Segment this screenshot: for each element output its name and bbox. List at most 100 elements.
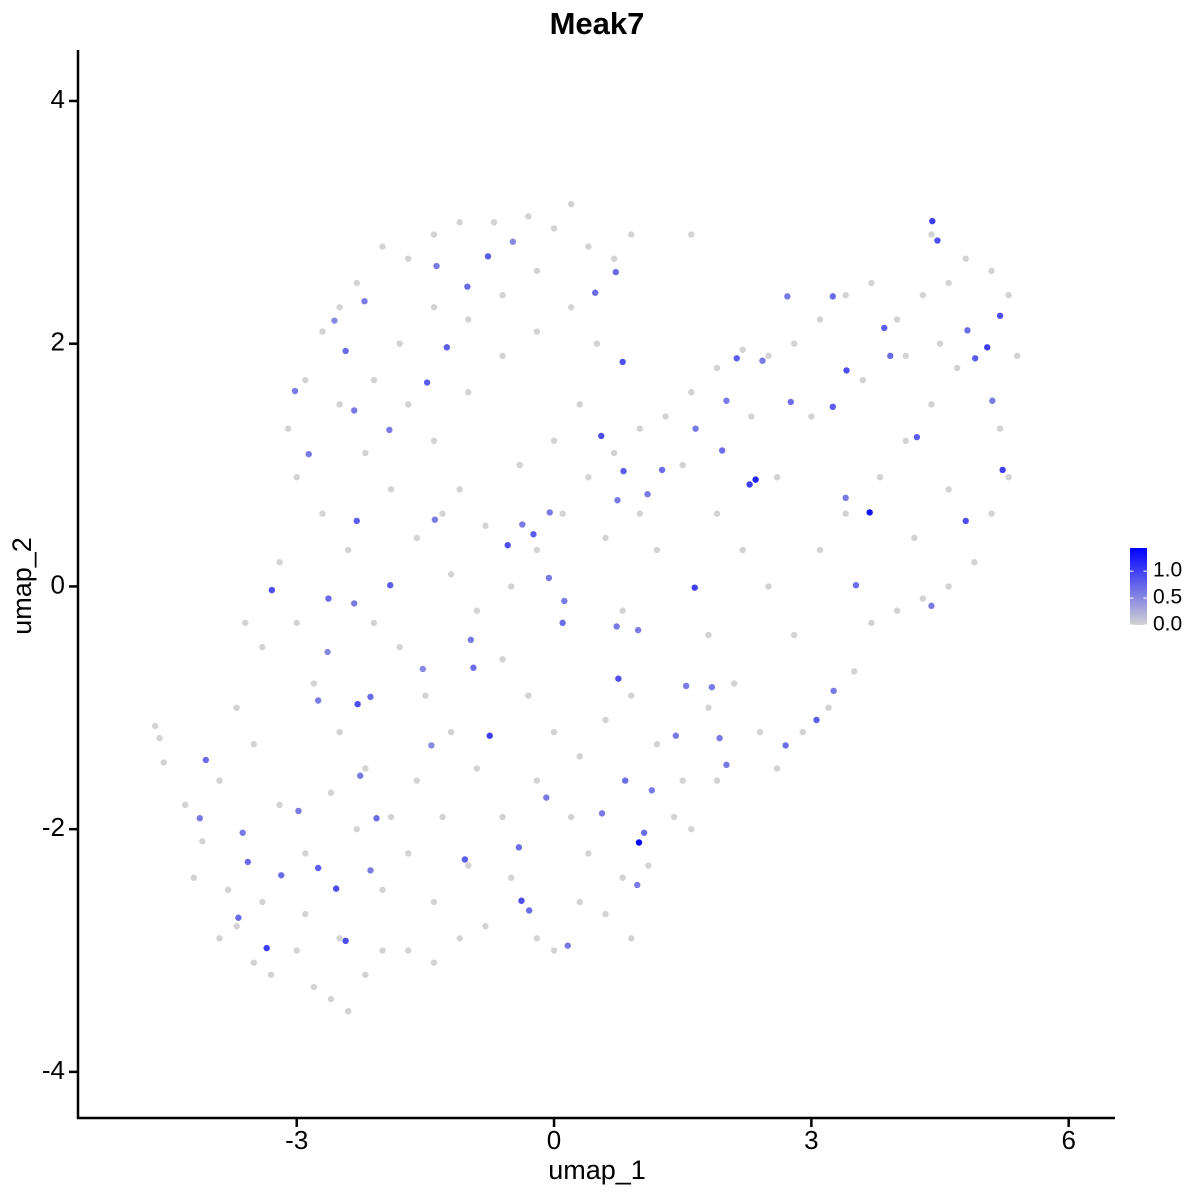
cell-point — [708, 683, 716, 691]
cell-point — [509, 238, 517, 245]
cell-point — [370, 619, 378, 627]
cell-point — [350, 407, 358, 414]
cell-point — [233, 704, 240, 711]
cell-point — [550, 947, 558, 954]
cell-point — [156, 734, 163, 742]
cell-point — [310, 983, 318, 991]
cell-point — [331, 317, 338, 324]
cell-point — [971, 355, 979, 362]
cell-point — [773, 765, 781, 772]
cell-point — [470, 664, 477, 671]
cell-point — [387, 813, 395, 821]
cell-point — [945, 486, 952, 493]
cell-point — [525, 907, 533, 914]
cell-point — [962, 255, 969, 262]
cell-point — [336, 935, 343, 942]
cell-point — [808, 413, 815, 420]
x-tick-label: 6 — [1061, 1125, 1075, 1155]
cell-point — [999, 466, 1006, 474]
cell-point — [428, 742, 435, 749]
cell-point — [276, 558, 283, 566]
cell-point — [829, 293, 837, 300]
cell-point — [614, 497, 621, 504]
cell-point — [989, 397, 996, 404]
cell-point — [342, 347, 349, 355]
cell-point — [419, 665, 427, 673]
cell-point — [268, 586, 276, 594]
cell-point — [919, 291, 927, 299]
cell-point — [902, 352, 909, 360]
cell-point — [868, 619, 875, 627]
cell-point — [464, 283, 471, 290]
cell-point — [182, 801, 189, 809]
cell-point — [913, 433, 921, 441]
cell-point — [688, 389, 695, 396]
cell-point — [830, 687, 837, 694]
cell-point — [525, 692, 532, 699]
cell-point — [370, 376, 378, 384]
y-tick-label: -4 — [42, 1055, 65, 1085]
cell-point — [324, 648, 331, 656]
cell-point — [284, 425, 292, 432]
cell-point — [367, 867, 374, 874]
cell-point — [561, 597, 568, 605]
cell-point — [259, 643, 266, 651]
cell-point — [244, 858, 252, 866]
cell-point — [919, 595, 927, 602]
cell-point — [759, 357, 766, 364]
cell-point — [787, 398, 794, 406]
cell-point — [893, 316, 901, 323]
cell-point — [235, 914, 242, 921]
cell-point — [688, 825, 695, 833]
cell-point — [718, 447, 726, 454]
cell-point — [373, 815, 380, 822]
cell-point — [1014, 352, 1021, 360]
cell-point — [278, 872, 285, 879]
cell-point — [405, 850, 412, 857]
cell-point — [533, 267, 541, 275]
cell-point — [202, 756, 210, 764]
cell-point — [276, 801, 283, 809]
cell-point — [640, 829, 648, 836]
cell-point — [482, 923, 489, 930]
cell-point — [559, 510, 566, 517]
cell-point — [653, 741, 661, 748]
cell-point — [379, 947, 386, 954]
cell-point — [567, 200, 575, 208]
cell-point — [302, 376, 309, 384]
cell-point — [465, 316, 472, 323]
cell-point — [233, 923, 240, 930]
cell-point — [443, 344, 451, 351]
cell-point — [546, 509, 553, 516]
cell-point — [670, 813, 678, 821]
cell-point — [362, 449, 369, 457]
cell-point — [679, 461, 686, 469]
cell-point — [353, 279, 360, 287]
cell-point — [610, 255, 618, 262]
cell-point — [250, 959, 258, 966]
cell-point — [1005, 474, 1012, 481]
cell-point — [507, 583, 515, 590]
cell-point — [1005, 291, 1012, 299]
cell-point — [396, 340, 403, 347]
cell-point — [362, 765, 369, 772]
cell-point — [361, 298, 368, 305]
cell-point — [733, 355, 740, 362]
cell-point — [682, 682, 690, 690]
cell-point — [628, 231, 635, 238]
cell-point — [196, 815, 203, 822]
cell-point — [344, 546, 352, 554]
cell-point — [362, 971, 369, 978]
cell-point — [350, 600, 358, 607]
cell-point — [386, 426, 393, 434]
cell-point — [746, 481, 753, 488]
cell-point — [576, 753, 583, 760]
cell-point — [619, 874, 626, 881]
cell-point — [336, 728, 343, 736]
cell-point — [945, 583, 952, 590]
cell-point — [160, 759, 167, 766]
cell-point — [267, 971, 275, 978]
cell-point — [533, 328, 541, 335]
cell-point — [672, 732, 680, 739]
cell-point — [550, 437, 558, 444]
